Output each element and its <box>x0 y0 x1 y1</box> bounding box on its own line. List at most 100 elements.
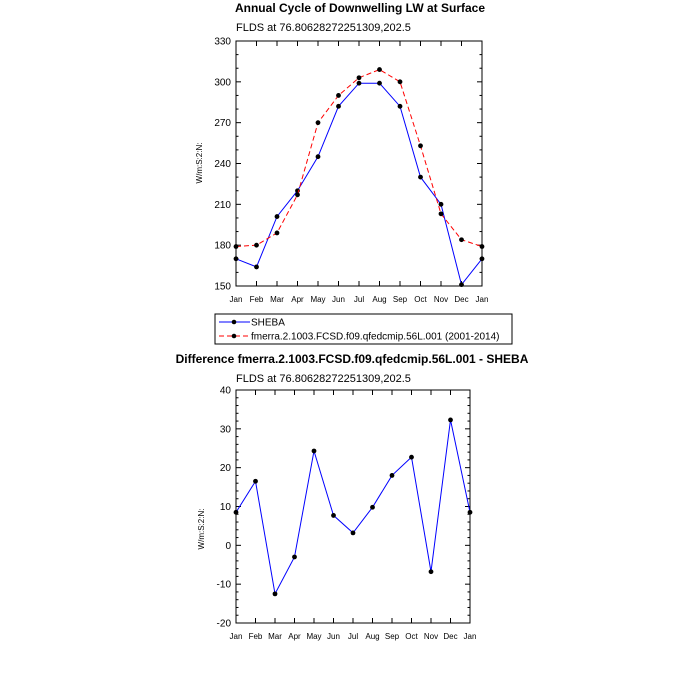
chart-subtitle: FLDS at 76.80628272251309,202.5 <box>236 373 411 385</box>
plot-frame <box>235 389 471 624</box>
x-tick-label: Dec <box>454 295 468 304</box>
data-point <box>254 264 259 270</box>
data-point <box>418 174 423 180</box>
data-point <box>397 79 403 85</box>
series-layer <box>233 417 473 597</box>
legend-marker-sheba <box>231 319 237 325</box>
data-point <box>274 214 280 219</box>
y-tick-label: 30 <box>220 424 232 435</box>
legend-label-sheba: SHEBA <box>251 318 285 329</box>
y-tick-label: 10 <box>220 502 232 513</box>
x-tick-label: Apr <box>288 632 301 641</box>
data-point <box>254 242 259 248</box>
x-tick-label: Aug <box>372 295 386 304</box>
x-tick-label: May <box>306 632 321 641</box>
data-point <box>438 211 444 217</box>
x-tick-label: Apr <box>291 295 304 304</box>
axis-ticks <box>235 389 471 624</box>
data-point <box>315 154 321 160</box>
data-point <box>315 120 321 126</box>
data-point <box>397 103 403 109</box>
x-tick-label: Jan <box>230 632 243 641</box>
chart-title: Difference fmerra.2.1003.FCSD.f09.qfedcm… <box>176 352 529 366</box>
y-tick-label: 180 <box>214 241 231 252</box>
data-point <box>331 513 336 518</box>
x-tick-label: Jul <box>354 295 364 304</box>
data-point <box>467 509 473 515</box>
data-point <box>459 282 464 288</box>
legend-box <box>214 313 513 345</box>
x-tick-label: Sep <box>385 632 400 641</box>
data-point <box>336 93 341 98</box>
y-tick-label: 40 <box>220 386 232 397</box>
x-tick-label: Aug <box>365 632 379 641</box>
difference-chart: Difference fmerra.2.1003.FCSD.f09.qfedcm… <box>176 352 529 641</box>
x-tick-label: Oct <box>414 295 427 304</box>
chart-title: Annual Cycle of Downwelling LW at Surfac… <box>235 1 485 15</box>
legend-label-model: fmerra.2.1003.FCSD.f09.qfedcmip.56L.001 … <box>251 332 499 343</box>
x-tick-label: Jan <box>230 295 243 304</box>
y-tick-label: 0 <box>225 541 231 552</box>
chart-subtitle: FLDS at 76.80628272251309,202.5 <box>236 22 411 34</box>
x-tick-label: Feb <box>249 632 263 641</box>
x-tick-label: Jun <box>327 632 340 641</box>
x-tick-label: Nov <box>434 295 448 304</box>
data-point <box>389 473 395 478</box>
data-point <box>295 192 300 198</box>
x-tick-label: Nov <box>424 632 438 641</box>
y-tick-label: 150 <box>214 282 231 293</box>
x-tick-label: Jan <box>476 295 489 304</box>
data-point <box>336 103 341 109</box>
y-tick-label: 300 <box>214 77 231 88</box>
data-point <box>459 237 464 243</box>
data-point <box>233 244 239 249</box>
data-point <box>377 67 382 72</box>
legend-marker-model <box>231 333 237 339</box>
data-point <box>370 504 375 510</box>
data-point <box>448 417 453 423</box>
x-tick-label: Oct <box>405 632 418 641</box>
series-line-0 <box>235 419 471 596</box>
x-tick-label: Dec <box>443 632 457 641</box>
data-point <box>479 244 485 249</box>
y-axis-label: W/m:S:2:N: <box>195 143 204 184</box>
annual-cycle-chart: Annual Cycle of Downwelling LW at Surfac… <box>195 1 488 304</box>
y-tick-label: -20 <box>217 619 232 630</box>
y-tick-label: 240 <box>214 159 231 170</box>
data-point <box>438 201 444 207</box>
x-tick-label: Jun <box>332 295 345 304</box>
data-point <box>274 230 280 236</box>
y-tick-label: 20 <box>220 463 232 474</box>
series-line-0 <box>235 82 483 286</box>
x-tick-label: Mar <box>270 295 284 304</box>
data-point <box>233 256 239 262</box>
data-point <box>272 591 278 597</box>
data-point <box>428 569 434 575</box>
data-point <box>356 75 362 81</box>
axis-tick-labels: -20 -10 0 10 20 30 40 Jan Feb Mar Apr May Jun Jul Aug S… <box>217 386 477 642</box>
y-tick-label: 210 <box>214 200 231 211</box>
y-tick-label: 330 <box>214 37 231 48</box>
data-point <box>233 509 239 515</box>
data-point <box>311 448 317 454</box>
x-tick-label: Jul <box>348 632 358 641</box>
data-point <box>253 478 258 484</box>
data-point <box>356 80 362 86</box>
x-tick-label: Jan <box>464 632 477 641</box>
x-tick-label: May <box>310 295 325 304</box>
data-point <box>479 256 485 262</box>
legend: SHEBA fmerra.2.1003.FCSD.f09.qfedcmip.56… <box>214 313 513 345</box>
axis-ticks <box>235 40 483 287</box>
data-point <box>350 530 356 536</box>
y-tick-label: 270 <box>214 118 231 129</box>
data-point <box>377 80 382 86</box>
series-layer <box>233 67 485 288</box>
data-point <box>292 554 297 560</box>
x-tick-label: Mar <box>268 632 282 641</box>
axis-tick-labels: 150 180 210 240 270 300 330 Jan Feb Mar Apr May Jun J… <box>214 37 488 305</box>
y-axis-label: W/m:S:2:N: <box>197 509 206 550</box>
y-tick-label: -10 <box>217 580 232 591</box>
data-point <box>418 143 423 149</box>
data-point <box>409 454 414 460</box>
